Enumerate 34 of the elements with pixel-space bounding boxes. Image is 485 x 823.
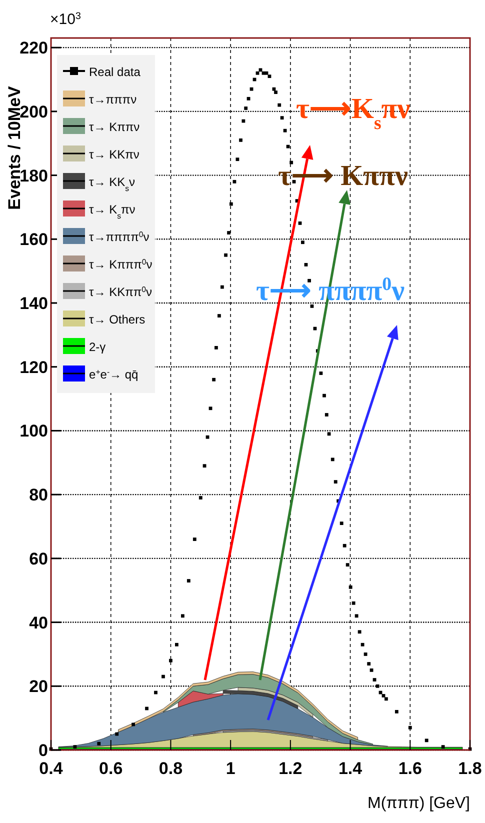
x-tick-label: 0.6 <box>99 759 123 778</box>
y-tick-label: 40 <box>29 613 48 632</box>
y-tick-label: 100 <box>20 422 48 441</box>
x-tick-label: 1 <box>226 759 236 778</box>
y-tick-label: 0 <box>38 741 48 760</box>
y-tick-label: 200 <box>20 102 48 122</box>
y-tick-label: 80 <box>29 486 48 505</box>
y-tick-label: 140 <box>20 294 48 314</box>
x-tick-label: 1.2 <box>278 759 302 778</box>
legend-label: τ→ππππ$^{0}$ν <box>89 230 150 244</box>
x-axis-title: M(πππ) [GeV] <box>368 795 470 812</box>
legend-label: τ→ KKπν <box>89 148 140 162</box>
annotation: τ⟶K$_{s}$πν <box>296 93 410 134</box>
legend-label: τ→ KKππ$^{0}$ν <box>89 284 152 299</box>
y-tick-label: 60 <box>29 549 48 568</box>
y-tick-label: 220 <box>20 38 48 58</box>
x-tick-label: 1.6 <box>398 759 422 778</box>
legend-label: τ→ Kππν <box>89 120 140 134</box>
legend-label: Real data <box>89 65 141 79</box>
x-tick-label: 1.8 <box>458 759 482 778</box>
legend-label: τ→πππν <box>89 92 137 106</box>
legend-label: τ→ Others <box>89 312 146 326</box>
legend-label: e$^{+}$e$^{-}$→ qq̄ <box>89 367 138 382</box>
x-tick-label: 0.8 <box>158 759 183 778</box>
y-tick-label: 160 <box>20 230 48 250</box>
legend-label: τ→ KK$_{s}$ν <box>89 175 135 192</box>
legend-label: τ→ Kπππ$^{0}$ν <box>89 257 152 272</box>
x-tick-label: 1.4 <box>338 759 363 778</box>
legend-label: 2-γ <box>89 340 106 354</box>
x-tick-label: 0.4 <box>39 759 64 778</box>
y-tick-label: 20 <box>29 677 48 696</box>
legend-label: τ→ K$_{s}$πν <box>89 202 136 220</box>
text: ×10$^{3}$ <box>50 10 81 28</box>
y-tick-label: 120 <box>20 358 48 377</box>
